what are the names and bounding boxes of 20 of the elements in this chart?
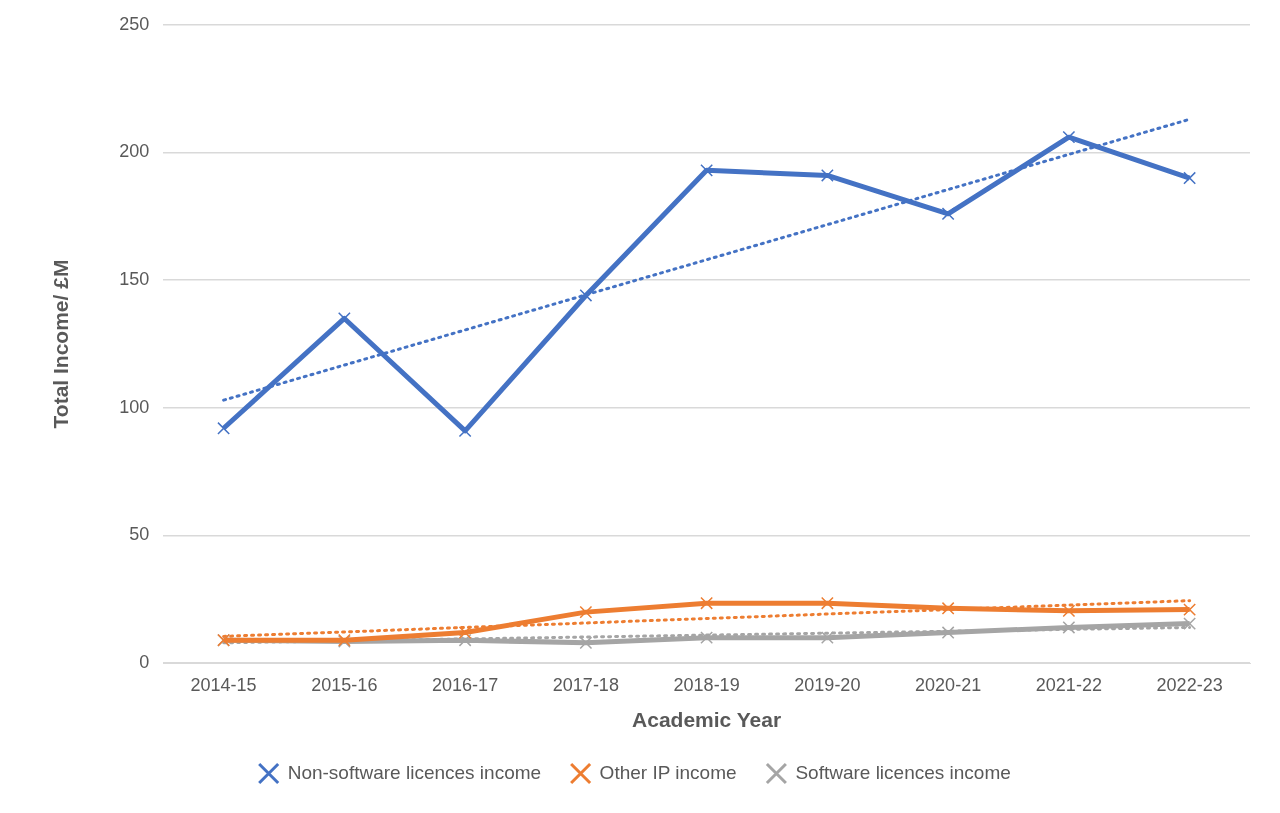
x-tick-label: 2017-18: [552, 674, 619, 695]
y-axis-title: Total Income/ £M: [49, 259, 73, 429]
x-tick-label: 2020-21: [915, 674, 982, 695]
x-tick-label: 2018-19: [673, 674, 740, 695]
legend-label: Other IP income: [599, 761, 737, 783]
y-tick-label: 250: [119, 13, 150, 34]
y-tick-label: 50: [129, 524, 150, 545]
x-tick-label: 2022-23: [1156, 674, 1223, 695]
x-tick-label: 2016-17: [432, 674, 499, 695]
y-tick-label: 100: [119, 396, 150, 417]
x-tick-label: 2014-15: [190, 674, 257, 695]
y-tick-label: 150: [119, 269, 150, 290]
legend-label: Non-software licences income: [287, 761, 542, 783]
x-tick-label: 2015-16: [311, 674, 378, 695]
legend-label: Software licences income: [795, 761, 1011, 783]
y-tick-label: 0: [139, 652, 150, 673]
x-tick-label: 2019-20: [794, 674, 861, 695]
x-axis-title: Academic Year: [632, 708, 782, 732]
x-tick-label: 2021-22: [1035, 674, 1102, 695]
y-tick-label: 200: [119, 141, 150, 162]
